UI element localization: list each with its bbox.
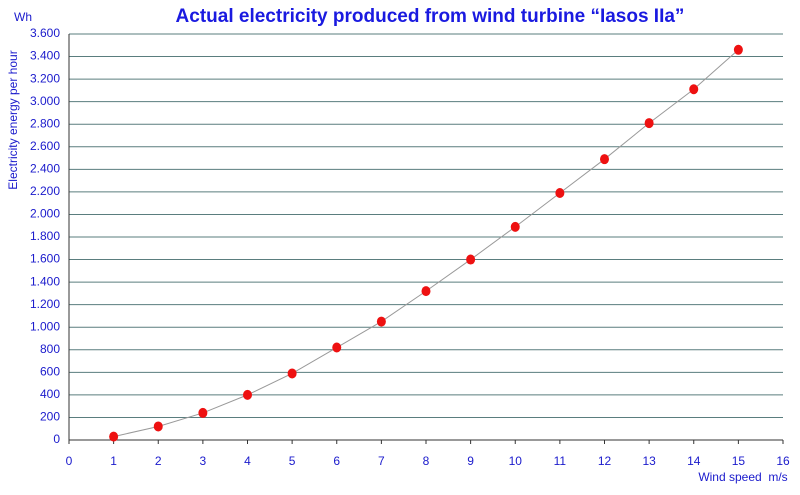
point xyxy=(243,389,252,400)
point xyxy=(376,316,386,327)
y-tick-label: 200 xyxy=(40,410,60,424)
point xyxy=(600,154,609,165)
x-tick-label: 16 xyxy=(776,454,790,468)
point xyxy=(153,421,163,432)
y-tick-label: 3.600 xyxy=(30,26,60,40)
point xyxy=(198,407,208,418)
y-tick-label: 3.400 xyxy=(30,49,60,63)
x-tick-label: 14 xyxy=(687,454,701,468)
point xyxy=(689,84,699,95)
x-tick-label: 6 xyxy=(333,454,340,468)
y-tick-label: 3.000 xyxy=(30,94,60,108)
point xyxy=(332,342,342,353)
x-tick-label: 10 xyxy=(509,454,523,468)
y-tick-label: 2.400 xyxy=(30,162,60,176)
x-tick-label: 1 xyxy=(110,454,117,468)
point xyxy=(510,221,520,232)
x-tick-label: 11 xyxy=(554,454,567,468)
x-tick-label: 12 xyxy=(598,454,612,468)
point xyxy=(466,254,476,265)
point xyxy=(555,188,565,199)
y-tick-label: 400 xyxy=(40,387,60,401)
y-tick-label: 2.800 xyxy=(30,116,60,130)
y-tick-label: 0 xyxy=(53,432,60,446)
x-tick-label: 3 xyxy=(200,454,207,468)
x-tick-label: 2 xyxy=(155,454,162,468)
point xyxy=(109,431,119,442)
y-tick-label: 2.200 xyxy=(30,184,60,198)
point xyxy=(733,44,743,55)
x-tick-label: 15 xyxy=(732,454,746,468)
x-unit: m/s xyxy=(768,470,787,484)
y-tick-label: 600 xyxy=(40,365,60,379)
y-tick-label: 1.200 xyxy=(30,297,60,311)
y-tick-label: 1.000 xyxy=(30,319,60,333)
y-tick-label: 1.600 xyxy=(30,252,60,266)
x-tick-label: 13 xyxy=(642,454,656,468)
y-tick-label: 800 xyxy=(40,342,60,356)
x-tick-label: 0 xyxy=(66,454,73,468)
x-axis-label: Wind speed xyxy=(698,470,761,484)
x-tick-label: 8 xyxy=(423,454,430,468)
x-tick-label: 5 xyxy=(289,454,296,468)
x-tick-label: 9 xyxy=(467,454,474,468)
y-unit: Wh xyxy=(14,10,32,24)
point xyxy=(287,368,297,379)
y-axis-label: Electricity energy per hour xyxy=(6,50,20,189)
y-tick-label: 2.600 xyxy=(30,139,60,153)
x-tick-label: 4 xyxy=(244,454,251,468)
y-tick-label: 3.200 xyxy=(30,71,60,85)
y-tick-label: 1.800 xyxy=(30,229,60,243)
y-tick-label: 2.000 xyxy=(30,207,60,221)
x-tick-label: 7 xyxy=(378,454,385,468)
point xyxy=(644,118,654,129)
y-tick-label: 1.400 xyxy=(30,274,60,288)
point xyxy=(421,286,431,297)
chart-title: Actual electricity produced from wind tu… xyxy=(176,6,685,27)
series-line xyxy=(113,49,739,438)
